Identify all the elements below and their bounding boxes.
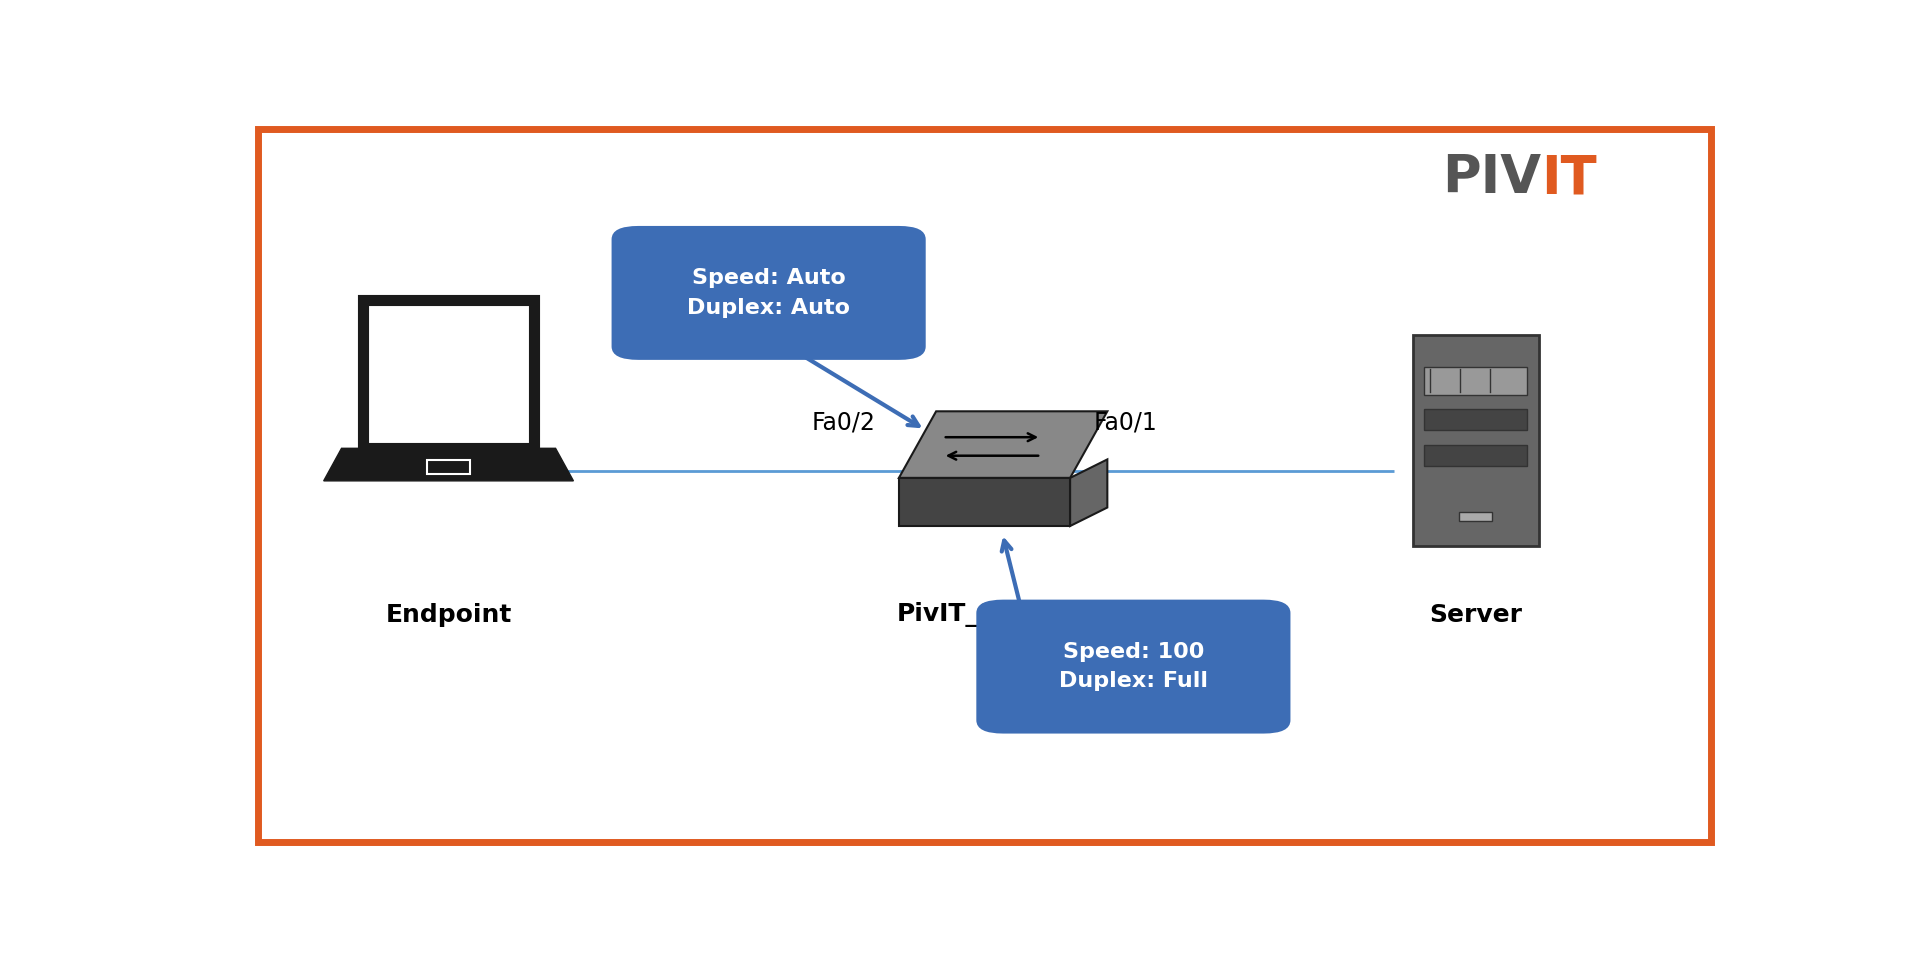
Text: Server: Server	[1429, 603, 1521, 627]
Text: Fa0/2: Fa0/2	[811, 410, 876, 434]
Text: IT: IT	[1541, 152, 1596, 205]
Polygon shape	[899, 478, 1070, 526]
FancyBboxPatch shape	[1460, 512, 1493, 521]
Polygon shape	[323, 448, 574, 480]
FancyBboxPatch shape	[363, 300, 534, 448]
FancyBboxPatch shape	[1425, 367, 1527, 395]
FancyBboxPatch shape	[1425, 409, 1527, 431]
Polygon shape	[1070, 459, 1106, 526]
FancyBboxPatch shape	[976, 600, 1291, 733]
Text: Fa0/1: Fa0/1	[1095, 410, 1158, 434]
FancyBboxPatch shape	[1412, 335, 1539, 547]
Text: Speed: 100
Duplex: Full: Speed: 100 Duplex: Full	[1058, 642, 1208, 691]
Text: Endpoint: Endpoint	[386, 603, 511, 627]
FancyBboxPatch shape	[426, 459, 471, 475]
Text: PIV: PIV	[1443, 152, 1541, 205]
FancyBboxPatch shape	[1425, 445, 1527, 466]
Text: PivIT_Switch: PivIT_Switch	[897, 603, 1072, 628]
Text: Speed: Auto
Duplex: Auto: Speed: Auto Duplex: Auto	[688, 268, 851, 318]
FancyBboxPatch shape	[611, 226, 926, 359]
Polygon shape	[899, 411, 1106, 478]
